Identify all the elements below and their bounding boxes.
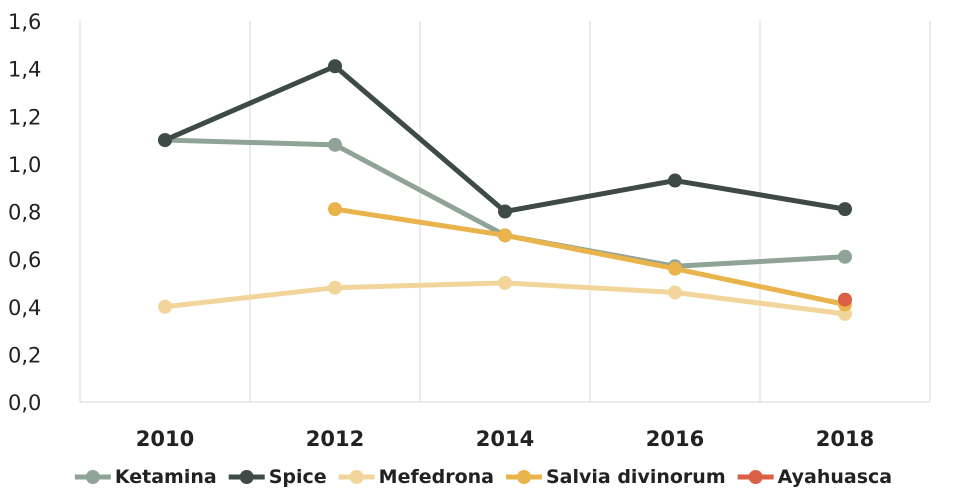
legend-label: Spice xyxy=(269,466,327,488)
y-tick-label: 1,0 xyxy=(8,153,41,177)
y-tick-label: 0,8 xyxy=(8,201,41,225)
x-tick-label: 2016 xyxy=(646,427,704,451)
legend-label: Ketamina xyxy=(115,466,217,488)
y-tick-label: 0,6 xyxy=(8,248,41,272)
legend-item: Ayahuasca xyxy=(737,466,893,488)
legend-item: Ketamina xyxy=(74,466,217,488)
data-point xyxy=(498,275,512,290)
legend-swatch-marker xyxy=(349,470,364,484)
data-point xyxy=(498,204,512,219)
series-salvia-divinorum xyxy=(328,202,852,312)
series-lines xyxy=(158,59,852,321)
data-point xyxy=(838,202,852,217)
legend-label: Salvia divinorum xyxy=(546,466,726,488)
legend-item: Mefedrona xyxy=(338,466,494,488)
data-point xyxy=(838,292,852,307)
legend-swatch-marker xyxy=(748,470,763,484)
data-point xyxy=(668,285,682,300)
series-ketamina xyxy=(158,133,852,274)
legend-swatch-marker xyxy=(239,470,254,484)
data-point xyxy=(498,228,512,243)
legend-swatch-marker xyxy=(516,470,531,484)
legend-label: Ayahuasca xyxy=(778,466,893,488)
x-tick-label: 2012 xyxy=(306,427,364,451)
y-tick-label: 1,4 xyxy=(8,58,41,82)
data-point xyxy=(328,59,342,74)
data-point xyxy=(668,261,682,276)
legend-swatch-marker xyxy=(85,470,100,484)
data-point xyxy=(328,280,342,295)
y-axis-ticks: 0,0 0,2 0,4 0,6 0,8 1,0 1,2 1,4 1,6 xyxy=(8,10,41,415)
y-tick-label: 0,2 xyxy=(8,343,41,367)
data-point xyxy=(838,249,852,264)
y-tick-label: 1,2 xyxy=(8,105,41,129)
legend-item: Salvia divinorum xyxy=(505,466,726,488)
x-tick-label: 2018 xyxy=(816,427,874,451)
x-tick-label: 2010 xyxy=(136,427,194,451)
legend: Ketamina Spice Mefedrona Salvia divinorum Ay… xyxy=(74,466,893,488)
data-point xyxy=(158,133,172,148)
legend-item: Spice xyxy=(228,466,327,488)
data-point xyxy=(328,137,342,152)
series-line xyxy=(162,63,848,214)
y-tick-label: 0,0 xyxy=(8,391,41,415)
legend-label: Mefedrona xyxy=(379,466,494,488)
grid xyxy=(79,21,931,403)
series-line xyxy=(332,206,848,307)
x-axis-ticks: 2010 2012 2014 2016 2018 xyxy=(136,427,874,451)
series-ayahuasca xyxy=(838,292,852,307)
series-line xyxy=(162,137,848,269)
y-tick-label: 1,6 xyxy=(8,10,41,34)
series-spice xyxy=(158,59,852,219)
x-tick-label: 2014 xyxy=(476,427,534,451)
data-point xyxy=(328,202,342,217)
data-point xyxy=(158,299,172,314)
y-tick-label: 0,4 xyxy=(8,296,41,320)
data-point xyxy=(668,173,682,188)
